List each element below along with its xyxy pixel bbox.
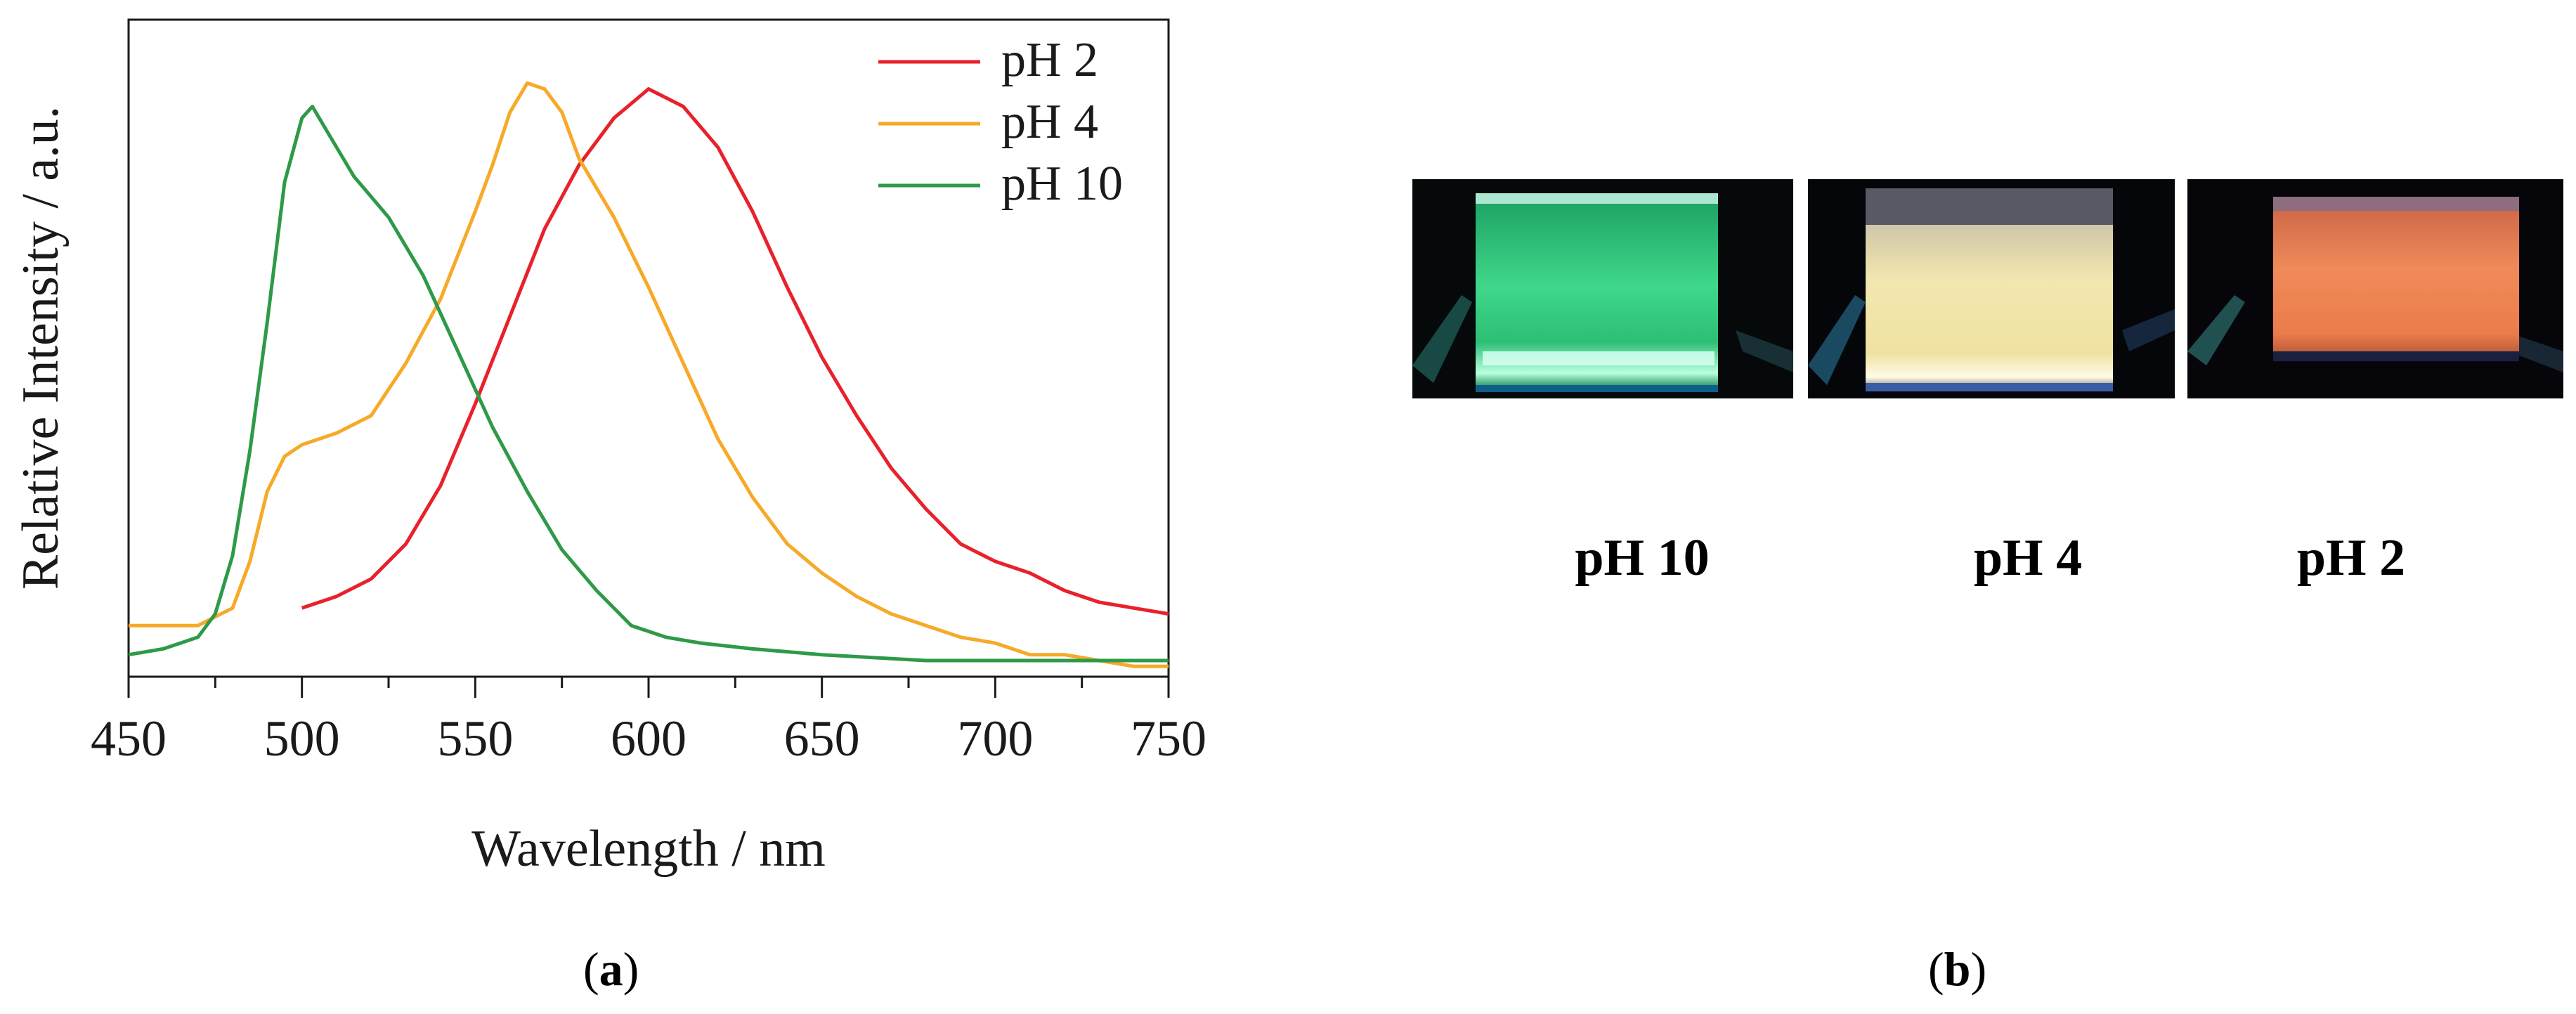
vial-photos — [1412, 179, 2563, 398]
photo-caption-ph4: pH 4 — [1973, 529, 2083, 587]
x-tick-label: 500 — [264, 710, 340, 767]
x-axis-label: Wavelength / nm — [471, 820, 826, 878]
x-axis: 450 500 550 600 650 700 750 — [91, 677, 1206, 767]
spectrum-chart: 450 500 550 600 650 700 750 pH 2 pH 4 pH 10 Wave… — [12, 18, 1206, 878]
legend-label: pH 2 — [1001, 33, 1098, 87]
vial-photo — [2187, 179, 2563, 398]
y-axis-label: Relative Intensity / a.u. — [12, 106, 70, 590]
x-tick-label: 750 — [1131, 710, 1206, 767]
x-tick-label: 650 — [784, 710, 860, 767]
vial-photo — [1808, 179, 2175, 398]
vial-glow — [2273, 211, 2519, 355]
series-line-ph4 — [129, 81, 1169, 668]
vial-glow — [1866, 225, 2113, 385]
series-line-ph2 — [301, 87, 1169, 616]
photo-caption-ph2: pH 2 — [2296, 529, 2406, 587]
x-tick-label: 450 — [91, 710, 167, 767]
series-lines — [128, 81, 1169, 668]
series-line-ph10 — [128, 105, 1169, 663]
x-tick-label: 600 — [611, 710, 687, 767]
legend-label: pH 10 — [1001, 157, 1123, 211]
legend: pH 2 pH 4 pH 10 — [878, 33, 1123, 211]
panel-label-b: (b) — [1928, 942, 1987, 996]
legend-label: pH 4 — [1001, 95, 1098, 149]
photo-caption-ph10: pH 10 — [1575, 529, 1710, 587]
vial-photo — [1412, 179, 1793, 398]
x-tick-label: 700 — [957, 710, 1033, 767]
x-tick-label: 550 — [437, 710, 513, 767]
panel-label-a: (a) — [583, 942, 639, 996]
